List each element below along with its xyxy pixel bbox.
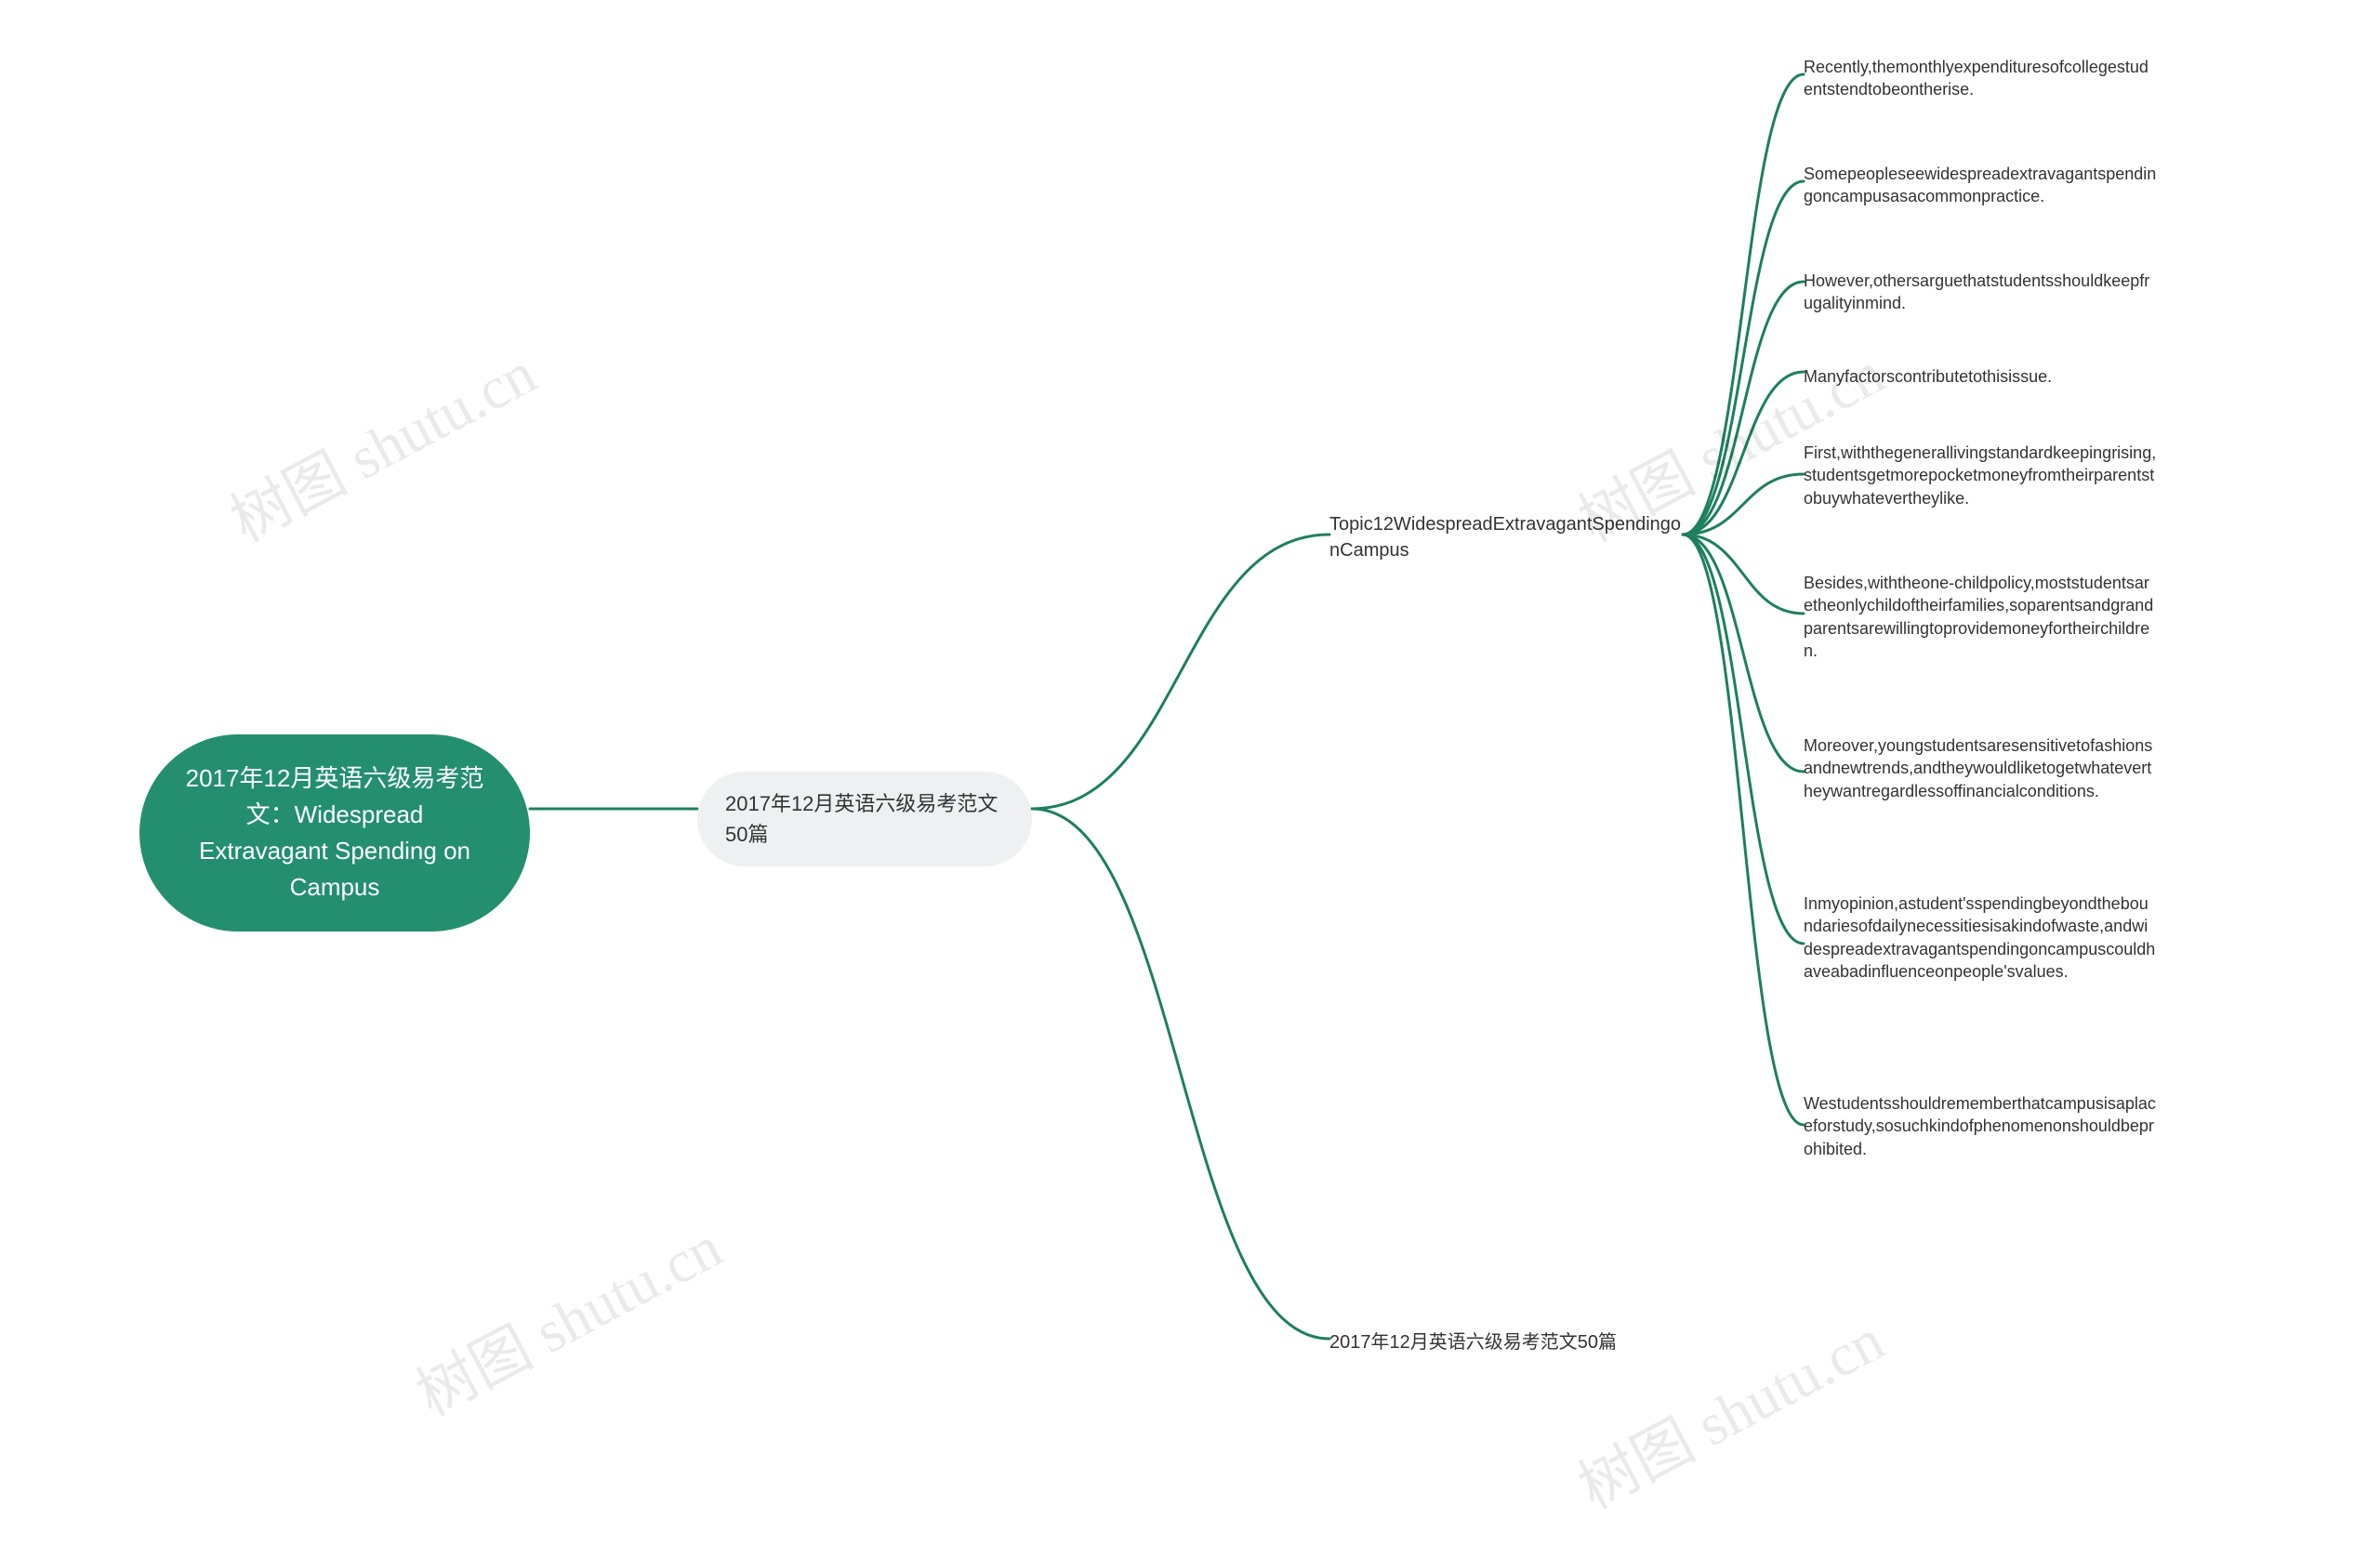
mindmap-leaf[interactable]: Manyfactorscontributetothisissue. bbox=[1804, 365, 2157, 388]
mindmap-node-level2[interactable]: Topic12WidespreadExtravagantSpendingonCa… bbox=[1329, 511, 1683, 563]
leaf-label: Besides,withtheone-childpolicy,moststude… bbox=[1804, 574, 2153, 660]
leaf-label: First,withthegenerallivingstandardkeepin… bbox=[1804, 443, 2156, 508]
level1-label: 2017年12月英语六级易考范文50篇 bbox=[725, 792, 998, 846]
mindmap-leaf[interactable]: Moreover,youngstudentsaresensitivetofash… bbox=[1804, 734, 2157, 802]
mindmap-root[interactable]: 2017年12月英语六级易考范文：Widespread Extravagant … bbox=[139, 734, 530, 932]
mindmap-leaf[interactable]: First,withthegenerallivingstandardkeepin… bbox=[1804, 442, 2157, 509]
mindmap-leaf[interactable]: Westudentsshouldrememberthatcampusisapla… bbox=[1804, 1092, 2157, 1160]
level2-label: 2017年12月英语六级易考范文50篇 bbox=[1329, 1332, 1617, 1353]
leaf-label: Recently,themonthlyexpendituresofcollege… bbox=[1804, 58, 2149, 99]
leaf-label: Somepeopleseewidespreadextravagantspendi… bbox=[1804, 165, 2156, 205]
leaf-label: Inmyopinion,astudent'sspendingbeyondtheb… bbox=[1804, 894, 2155, 981]
mindmap-branch-level1[interactable]: 2017年12月英语六级易考范文50篇 bbox=[697, 772, 1032, 866]
mindmap-leaf[interactable]: Besides,withtheone-childpolicy,moststude… bbox=[1804, 572, 2157, 662]
mindmap-leaf[interactable]: However,othersarguethatstudentsshouldkee… bbox=[1804, 270, 2157, 315]
mindmap-leaf[interactable]: Recently,themonthlyexpendituresofcollege… bbox=[1804, 56, 2157, 101]
leaf-label: However,othersarguethatstudentsshouldkee… bbox=[1804, 271, 2149, 312]
leaf-label: Manyfactorscontributetothisissue. bbox=[1804, 367, 2052, 386]
watermark: 树图 shutu.cn bbox=[399, 1200, 734, 1433]
mindmap-leaf[interactable]: Somepeopleseewidespreadextravagantspendi… bbox=[1804, 163, 2157, 208]
root-label: 2017年12月英语六级易考范文：Widespread Extravagant … bbox=[186, 764, 484, 901]
level2-label: Topic12WidespreadExtravagantSpendingonCa… bbox=[1329, 514, 1681, 561]
mindmap-leaf[interactable]: Inmyopinion,astudent'sspendingbeyondtheb… bbox=[1804, 892, 2157, 983]
watermark: 树图 shutu.cn bbox=[213, 326, 548, 559]
leaf-label: Westudentsshouldrememberthatcampusisapla… bbox=[1804, 1094, 2156, 1158]
mindmap-node-level2[interactable]: 2017年12月英语六级易考范文50篇 bbox=[1329, 1329, 1683, 1355]
watermark: 树图 shutu.cn bbox=[1561, 1293, 1896, 1526]
leaf-label: Moreover,youngstudentsaresensitivetofash… bbox=[1804, 736, 2152, 800]
